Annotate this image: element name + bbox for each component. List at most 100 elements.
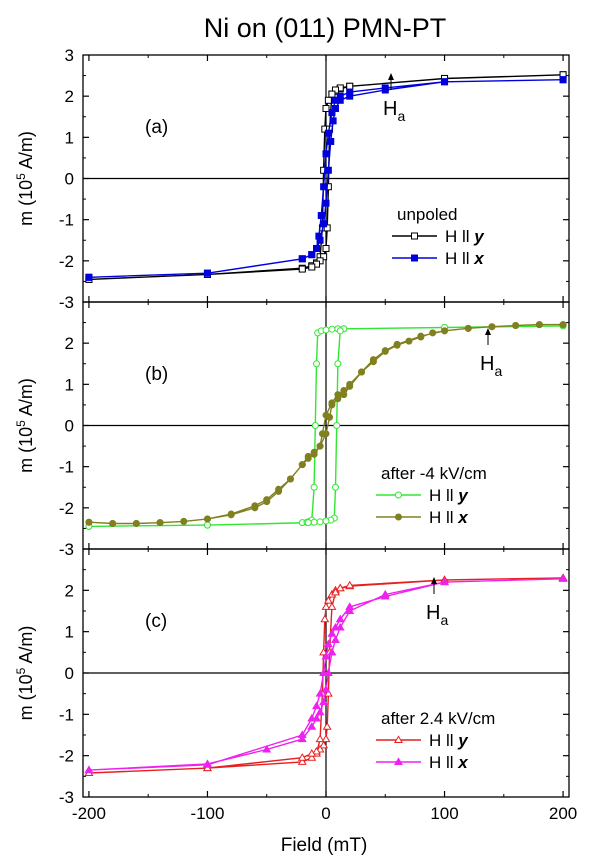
data-point — [322, 722, 332, 730]
y-tick-label: -1 — [59, 458, 74, 477]
legend-swatch-marker — [411, 232, 418, 240]
data-point — [313, 244, 321, 252]
data-point — [488, 323, 496, 331]
data-point — [340, 387, 348, 395]
data-point — [417, 332, 425, 340]
data-point — [308, 263, 316, 271]
data-point — [297, 757, 307, 765]
legend-title: unpoled — [397, 205, 458, 224]
legend-swatch-marker — [394, 735, 403, 744]
data-point — [321, 602, 331, 610]
panel-a: 3 2 1 0 -1 -2 -3 m (105 A/m) (a) Ha unpoled H ll y H… — [14, 46, 570, 312]
y-tick-label: 2 — [65, 87, 74, 106]
data-point — [85, 518, 93, 526]
data-point — [336, 327, 344, 335]
data-point — [319, 697, 329, 705]
data-point — [203, 515, 211, 523]
series-H-ll-x — [85, 76, 567, 281]
data-point — [345, 606, 355, 615]
data-point — [369, 356, 377, 364]
data-point — [381, 347, 389, 355]
legend-title: after 2.4 kV/cm — [381, 709, 495, 728]
data-point — [251, 502, 259, 510]
data-point — [464, 324, 472, 332]
data-point — [327, 647, 337, 656]
legend-swatch-marker — [395, 513, 402, 521]
legend-entry: H ll y — [429, 486, 469, 505]
data-point — [312, 746, 321, 755]
ha-label: Ha — [383, 98, 405, 124]
data-point — [327, 602, 337, 610]
data-point — [320, 220, 328, 228]
legend-title: after -4 kV/cm — [381, 464, 487, 483]
data-point — [324, 129, 332, 137]
data-point — [559, 321, 567, 329]
data-point — [335, 622, 345, 631]
y-tick-label: -3 — [59, 293, 74, 312]
data-point — [327, 629, 337, 637]
data-point — [304, 452, 312, 460]
data-point — [319, 740, 329, 749]
data-point — [322, 411, 330, 419]
data-point — [307, 753, 317, 761]
figure-title: Ni on (011) PMN-PT — [204, 13, 447, 43]
data-point — [328, 399, 336, 407]
data-point — [346, 380, 354, 388]
data-point — [558, 574, 568, 582]
panel-b: 2 1 0 -1 -2 -3 m (105 A/m) (b) Ha after -4 kV/cm H… — [14, 301, 570, 559]
data-point — [286, 475, 294, 483]
data-point — [328, 90, 336, 98]
data-point — [180, 517, 188, 525]
y-tick-label: 0 — [65, 664, 74, 683]
data-point — [322, 326, 330, 334]
y-tick-label: 2 — [65, 581, 74, 600]
data-point — [328, 325, 336, 333]
data-point — [310, 518, 318, 526]
ha-label: Ha — [426, 602, 448, 628]
y-tick-label: -1 — [59, 705, 74, 724]
data-point — [331, 96, 339, 104]
data-point — [336, 92, 344, 100]
data-point — [132, 519, 140, 527]
data-point — [381, 84, 389, 92]
data-point — [322, 244, 330, 252]
panel-label: (c) — [145, 611, 167, 632]
data-point — [327, 137, 335, 145]
data-point — [324, 96, 332, 104]
data-point — [315, 689, 325, 697]
y-axis-label: m (105 A/m) — [14, 626, 36, 721]
data-point — [156, 519, 164, 527]
data-point — [321, 734, 331, 743]
legend-swatch-marker — [394, 757, 403, 766]
data-point — [311, 422, 319, 429]
data-point — [405, 337, 413, 345]
data-point — [310, 448, 318, 456]
data-point — [320, 614, 330, 623]
data-point — [307, 749, 317, 757]
data-point — [322, 150, 330, 158]
data-point — [315, 734, 325, 743]
data-point — [346, 88, 354, 96]
data-point — [297, 753, 307, 761]
y-tick-label: 1 — [65, 623, 74, 642]
x-tick-label: -200 — [72, 804, 106, 823]
data-point — [331, 105, 339, 113]
data-point — [321, 684, 331, 693]
legend-entry: H ll y — [445, 227, 485, 246]
data-point — [331, 587, 340, 596]
data-point — [323, 596, 333, 604]
data-point — [440, 577, 450, 586]
data-point — [315, 707, 325, 716]
y-tick-label: -1 — [59, 211, 74, 230]
data-point — [333, 422, 341, 429]
data-point — [441, 327, 449, 335]
data-point — [203, 269, 211, 277]
data-point — [322, 105, 330, 113]
series-H-ll-x — [84, 574, 568, 774]
y-tick-label: 2 — [65, 334, 74, 353]
data-point — [318, 430, 326, 438]
data-point — [323, 668, 333, 677]
data-point — [429, 329, 437, 337]
x-tick-label: 100 — [430, 804, 458, 823]
y-axis-label: m (105 A/m) — [14, 378, 36, 473]
